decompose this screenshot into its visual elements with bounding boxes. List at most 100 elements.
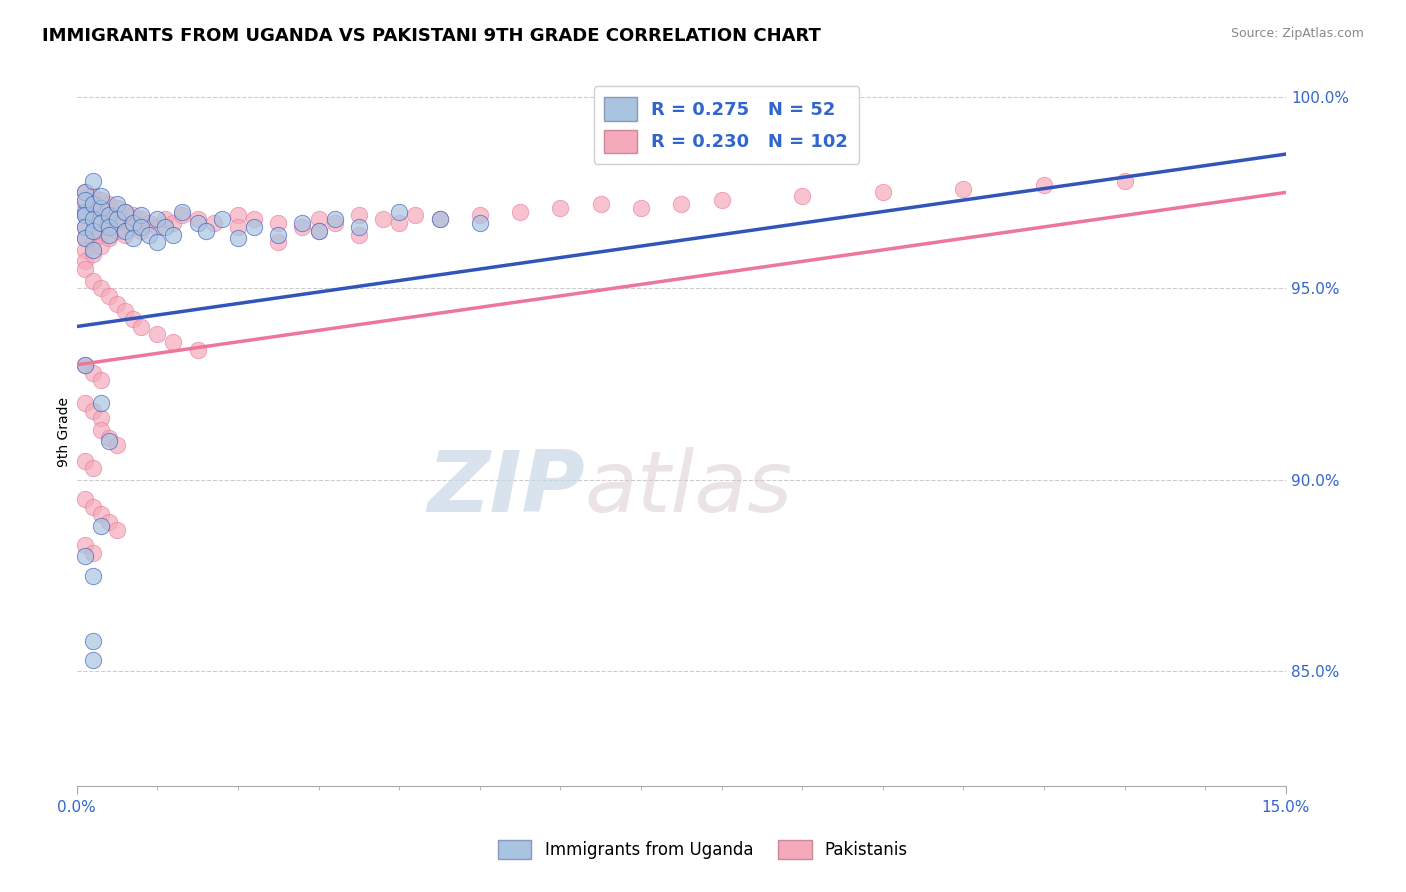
Point (98, 515, 121, 529)
Point (122, 219, 145, 234)
Point (630, 201, 652, 215)
Point (170, 208, 193, 222)
Point (267, 227, 290, 242)
Point (105, 201, 128, 215)
Point (155, 219, 177, 234)
Point (291, 219, 314, 234)
Point (82, 235, 104, 250)
Text: ZIP: ZIP (427, 447, 585, 530)
Point (129, 212, 152, 227)
Y-axis label: 9th Grade: 9th Grade (58, 397, 72, 467)
Point (671, 197, 693, 211)
Point (194, 224, 217, 238)
Point (162, 227, 184, 242)
Point (73, 208, 96, 222)
Point (162, 216, 184, 230)
Point (105, 212, 128, 227)
Point (267, 818, 290, 832)
Point (429, 212, 451, 227)
Point (82, 274, 104, 288)
Point (371, 212, 394, 227)
Point (710, 193, 733, 207)
Point (73, 186, 96, 200)
Point (82, 189, 104, 203)
Point (243, 219, 266, 234)
Point (82, 568, 104, 582)
Point (82, 212, 104, 227)
Point (98, 227, 121, 242)
Point (211, 212, 233, 227)
Point (347, 227, 370, 242)
Point (90, 423, 112, 437)
Point (82, 197, 104, 211)
Point (308, 212, 330, 227)
Point (114, 204, 136, 219)
Point (138, 227, 160, 242)
Point (146, 327, 169, 342)
Point (82, 500, 104, 514)
Point (170, 204, 193, 219)
Point (98, 231, 121, 245)
Point (138, 216, 160, 230)
Point (122, 208, 145, 222)
Point (90, 216, 112, 230)
Point (73, 231, 96, 245)
Point (291, 216, 314, 230)
Point (347, 208, 370, 222)
Point (550, 201, 572, 215)
Point (129, 219, 152, 234)
Point (114, 227, 136, 242)
Point (105, 224, 128, 238)
Point (73, 193, 96, 207)
Point (98, 431, 121, 445)
Point (267, 235, 290, 250)
Point (73, 491, 96, 506)
Point (73, 358, 96, 372)
Point (146, 235, 169, 250)
Point (1114, 174, 1136, 188)
Point (114, 204, 136, 219)
Point (226, 208, 249, 222)
Point (82, 174, 104, 188)
Point (90, 396, 112, 410)
Legend: Immigrants from Uganda, Pakistanis: Immigrants from Uganda, Pakistanis (491, 833, 915, 866)
Point (73, 186, 96, 200)
Point (323, 212, 346, 227)
Point (114, 216, 136, 230)
Point (105, 438, 128, 452)
Point (90, 281, 112, 295)
Point (323, 216, 346, 230)
Point (468, 208, 491, 222)
Point (73, 231, 96, 245)
Point (187, 216, 209, 230)
Point (73, 219, 96, 234)
Point (90, 193, 112, 207)
Point (308, 224, 330, 238)
Point (82, 366, 104, 380)
Point (155, 212, 177, 227)
Point (388, 216, 411, 230)
Point (73, 453, 96, 467)
Point (98, 208, 121, 222)
Point (90, 411, 112, 425)
Point (162, 334, 184, 349)
Legend: R = 0.275   N = 52, R = 0.230   N = 102: R = 0.275 N = 52, R = 0.230 N = 102 (593, 87, 859, 163)
Point (98, 289, 121, 303)
Point (872, 186, 894, 200)
Point (468, 216, 491, 230)
Point (73, 204, 96, 219)
Point (146, 212, 169, 227)
Point (90, 508, 112, 522)
Point (226, 231, 249, 245)
Point (98, 219, 121, 234)
Point (122, 216, 145, 230)
Point (105, 212, 128, 227)
Point (105, 296, 128, 310)
Point (429, 212, 451, 227)
Point (129, 224, 152, 238)
Point (98, 197, 121, 211)
Point (90, 239, 112, 253)
Point (122, 231, 145, 245)
Point (82, 243, 104, 257)
Point (73, 538, 96, 552)
